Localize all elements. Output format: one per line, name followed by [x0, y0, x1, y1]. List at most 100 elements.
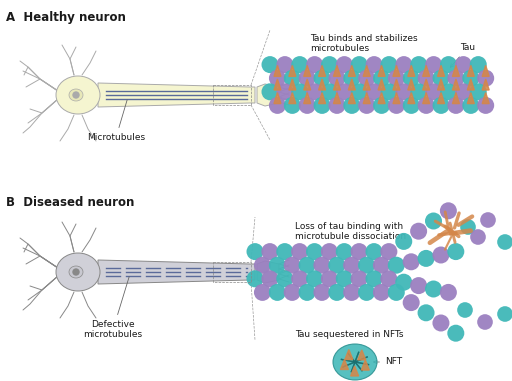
- Circle shape: [380, 270, 397, 287]
- Circle shape: [313, 97, 331, 114]
- Circle shape: [284, 97, 301, 114]
- Polygon shape: [289, 66, 296, 77]
- Polygon shape: [482, 93, 489, 104]
- Circle shape: [358, 70, 375, 87]
- Circle shape: [351, 83, 368, 100]
- Circle shape: [262, 83, 279, 100]
- Polygon shape: [318, 79, 326, 90]
- Circle shape: [291, 243, 308, 260]
- Polygon shape: [304, 93, 311, 104]
- Circle shape: [284, 257, 301, 274]
- Circle shape: [306, 56, 323, 73]
- Polygon shape: [345, 349, 353, 360]
- Circle shape: [457, 302, 473, 318]
- Circle shape: [433, 70, 450, 87]
- Circle shape: [306, 83, 323, 100]
- Polygon shape: [408, 93, 415, 104]
- Circle shape: [440, 284, 457, 301]
- Circle shape: [261, 243, 279, 260]
- Polygon shape: [289, 79, 296, 90]
- Polygon shape: [453, 93, 459, 104]
- Circle shape: [321, 56, 338, 73]
- Circle shape: [254, 257, 271, 274]
- Circle shape: [336, 243, 353, 260]
- Polygon shape: [423, 66, 430, 77]
- Text: B  Diseased neuron: B Diseased neuron: [6, 196, 134, 209]
- Circle shape: [306, 270, 323, 287]
- Circle shape: [380, 243, 397, 260]
- Circle shape: [418, 304, 435, 321]
- Circle shape: [433, 314, 450, 331]
- Circle shape: [410, 277, 427, 294]
- Circle shape: [343, 257, 360, 274]
- Circle shape: [269, 284, 286, 301]
- Text: Defective
microtubules: Defective microtubules: [83, 277, 142, 339]
- Circle shape: [447, 70, 464, 87]
- Circle shape: [276, 270, 293, 287]
- Circle shape: [344, 70, 360, 87]
- Circle shape: [403, 97, 420, 114]
- Circle shape: [328, 70, 346, 87]
- Ellipse shape: [56, 76, 100, 114]
- Bar: [213, 262, 251, 282]
- Polygon shape: [348, 66, 355, 77]
- Circle shape: [298, 97, 316, 114]
- Circle shape: [328, 97, 346, 114]
- Ellipse shape: [56, 253, 100, 291]
- Circle shape: [477, 70, 494, 87]
- Circle shape: [358, 257, 375, 274]
- Ellipse shape: [69, 89, 83, 101]
- Circle shape: [321, 83, 338, 100]
- Circle shape: [291, 56, 308, 73]
- Polygon shape: [340, 360, 349, 370]
- Circle shape: [388, 284, 405, 301]
- Ellipse shape: [333, 344, 377, 380]
- Circle shape: [276, 56, 293, 73]
- Circle shape: [269, 257, 286, 274]
- Circle shape: [388, 70, 405, 87]
- Circle shape: [246, 243, 264, 260]
- Circle shape: [380, 83, 397, 100]
- Circle shape: [460, 219, 476, 235]
- Circle shape: [358, 97, 375, 114]
- Polygon shape: [438, 79, 444, 90]
- Polygon shape: [289, 93, 296, 104]
- Circle shape: [269, 97, 286, 114]
- Circle shape: [321, 270, 338, 287]
- Polygon shape: [318, 93, 326, 104]
- Circle shape: [455, 83, 472, 100]
- Circle shape: [497, 234, 512, 250]
- Circle shape: [336, 270, 353, 287]
- Polygon shape: [363, 79, 370, 90]
- Bar: [213, 85, 251, 105]
- Circle shape: [328, 284, 345, 301]
- Polygon shape: [438, 93, 444, 104]
- Circle shape: [366, 83, 382, 100]
- Circle shape: [480, 212, 496, 228]
- Polygon shape: [363, 93, 370, 104]
- Polygon shape: [467, 66, 474, 77]
- Circle shape: [418, 97, 435, 114]
- Circle shape: [73, 92, 79, 98]
- Circle shape: [261, 270, 279, 287]
- Ellipse shape: [69, 266, 83, 278]
- Circle shape: [425, 280, 442, 298]
- Polygon shape: [378, 66, 385, 77]
- Circle shape: [366, 243, 382, 260]
- Polygon shape: [274, 93, 281, 104]
- Polygon shape: [378, 93, 385, 104]
- Polygon shape: [438, 66, 444, 77]
- Polygon shape: [358, 350, 366, 360]
- Circle shape: [366, 270, 382, 287]
- Circle shape: [470, 83, 487, 100]
- Polygon shape: [257, 84, 279, 106]
- Text: Tau: Tau: [451, 43, 475, 67]
- Circle shape: [246, 270, 264, 287]
- Circle shape: [395, 233, 412, 250]
- Circle shape: [284, 70, 301, 87]
- Circle shape: [351, 270, 368, 287]
- Polygon shape: [361, 360, 369, 370]
- Circle shape: [313, 70, 331, 87]
- Polygon shape: [482, 79, 489, 90]
- Circle shape: [351, 56, 368, 73]
